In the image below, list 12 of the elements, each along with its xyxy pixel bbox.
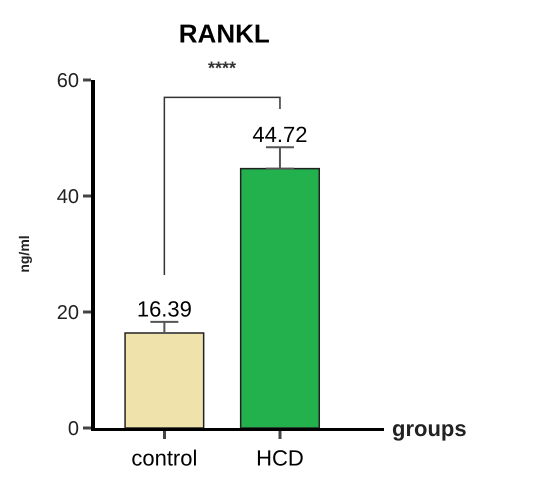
data-label: 16.39: [136, 296, 192, 322]
x-axis-title: groups: [392, 416, 467, 441]
y-tick-label: 20: [56, 302, 79, 324]
text: ****: [208, 58, 236, 78]
x-tick-label: HCD: [256, 445, 304, 470]
x-tick-label: control: [131, 445, 198, 470]
y-tick-label: 0: [68, 418, 79, 440]
y-tick-label: 40: [56, 186, 79, 208]
y-axis-title: ng/ml: [16, 235, 32, 273]
data-label: 44.72: [252, 122, 308, 147]
chart-title: RANKL: [178, 18, 270, 48]
y-tick-label: 60: [56, 70, 79, 92]
